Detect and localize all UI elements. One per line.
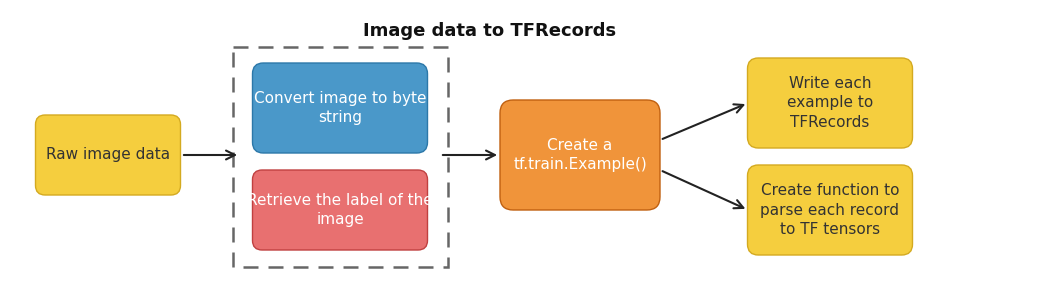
FancyBboxPatch shape xyxy=(748,58,912,148)
FancyBboxPatch shape xyxy=(36,115,181,195)
FancyBboxPatch shape xyxy=(252,63,428,153)
Text: Write each
example to
TFRecords: Write each example to TFRecords xyxy=(787,76,873,130)
FancyBboxPatch shape xyxy=(748,165,912,255)
Text: Retrieve the label of the
image: Retrieve the label of the image xyxy=(247,193,433,228)
Text: Create a
tf.train.Example(): Create a tf.train.Example() xyxy=(513,138,647,173)
Text: Create function to
parse each record
to TF tensors: Create function to parse each record to … xyxy=(760,183,900,237)
Text: Raw image data: Raw image data xyxy=(46,147,170,162)
Text: Image data to TFRecords: Image data to TFRecords xyxy=(363,22,617,40)
FancyBboxPatch shape xyxy=(499,100,660,210)
Text: Convert image to byte
string: Convert image to byte string xyxy=(253,91,427,125)
FancyBboxPatch shape xyxy=(252,170,428,250)
